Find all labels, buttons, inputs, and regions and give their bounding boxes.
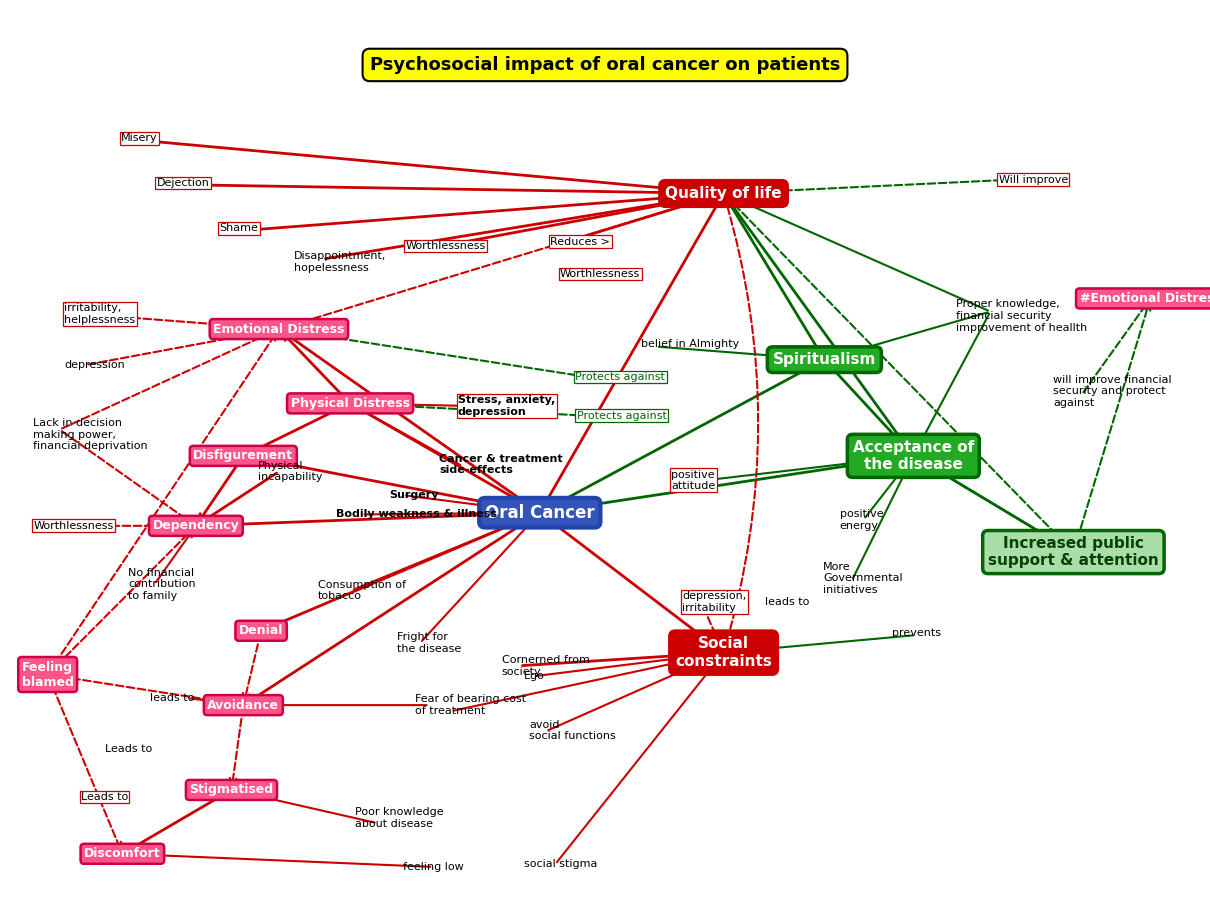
Text: Leads to: Leads to — [104, 744, 151, 753]
Text: Disappointment,
hopelessness: Disappointment, hopelessness — [294, 251, 387, 272]
Text: Stigmatised: Stigmatised — [190, 783, 273, 796]
Text: Denial: Denial — [238, 624, 283, 638]
Text: Reduces >: Reduces > — [551, 237, 610, 247]
Text: belief in Almighty: belief in Almighty — [640, 339, 739, 349]
Text: depression,
irritability: depression, irritability — [682, 591, 747, 613]
Text: Emotional Distress: Emotional Distress — [213, 322, 345, 335]
Text: social stigma: social stigma — [524, 859, 598, 869]
Text: irritability,
helplessness: irritability, helplessness — [64, 303, 136, 325]
Text: Dependency: Dependency — [152, 519, 240, 532]
Text: Feeling
blamed: Feeling blamed — [22, 660, 74, 689]
Text: depression: depression — [64, 360, 125, 370]
Text: Increased public
support & attention: Increased public support & attention — [989, 536, 1159, 568]
Text: feeling low: feeling low — [403, 862, 465, 872]
Text: Fright for
the disease: Fright for the disease — [398, 632, 462, 654]
Text: Ego: Ego — [524, 671, 546, 681]
Text: More
Governmental
initiatives: More Governmental initiatives — [823, 562, 903, 595]
Text: Will improve: Will improve — [998, 175, 1068, 185]
Text: Physical Distress: Physical Distress — [290, 397, 409, 410]
Text: leads to: leads to — [765, 597, 809, 607]
Text: Discomfort: Discomfort — [83, 847, 161, 860]
Text: Avoidance: Avoidance — [207, 699, 280, 711]
Text: Worthlessness: Worthlessness — [405, 241, 486, 251]
Text: Disfigurement: Disfigurement — [194, 449, 293, 463]
Text: Dejection: Dejection — [157, 178, 209, 188]
Text: Proper knowledge,
financial security
improvement of heallth: Proper knowledge, financial security imp… — [956, 300, 1088, 333]
Text: Social
constraints: Social constraints — [675, 637, 772, 669]
Text: prevents: prevents — [892, 628, 941, 638]
Text: positive
energy: positive energy — [840, 509, 883, 530]
Text: Poor knowledge
about disease: Poor knowledge about disease — [355, 807, 443, 829]
Text: leads to: leads to — [150, 693, 194, 703]
Text: positive
attitude: positive attitude — [672, 469, 715, 491]
Text: Fear of bearing cost
of treatment: Fear of bearing cost of treatment — [415, 694, 526, 716]
Text: Worthlessness: Worthlessness — [560, 269, 640, 279]
Text: Worthlessness: Worthlessness — [34, 521, 114, 531]
Text: Lack in decision
making power,
financial deprivation: Lack in decision making power, financial… — [34, 418, 148, 452]
Text: Surgery: Surgery — [390, 490, 439, 500]
Text: Cornerned from
society: Cornerned from society — [502, 655, 589, 677]
Text: Oral Cancer: Oral Cancer — [485, 504, 594, 522]
Text: Misery: Misery — [121, 133, 157, 143]
Text: Shame: Shame — [220, 223, 259, 233]
Text: Cancer & treatment
side-effects: Cancer & treatment side-effects — [439, 454, 563, 476]
Text: Spiritualism: Spiritualism — [773, 353, 876, 367]
Text: Quality of life: Quality of life — [666, 186, 782, 201]
Text: Psychosocial impact of oral cancer on patients: Psychosocial impact of oral cancer on pa… — [370, 56, 840, 74]
Text: Leads to: Leads to — [81, 792, 128, 802]
Text: Consumption of
tobacco: Consumption of tobacco — [318, 579, 407, 601]
Text: Stress, anxiety,
depression: Stress, anxiety, depression — [457, 395, 555, 417]
Text: Acceptance of
the disease: Acceptance of the disease — [853, 440, 974, 472]
Text: will improve financial
security and protect
against: will improve financial security and prot… — [1053, 374, 1171, 408]
Text: avoid
social functions: avoid social functions — [529, 720, 616, 742]
Text: No financial
contribution
to family: No financial contribution to family — [128, 568, 196, 601]
Text: Bodily weakness & illness: Bodily weakness & illness — [336, 509, 497, 519]
Text: Protects against: Protects against — [576, 411, 667, 421]
Text: #Emotional Distress: #Emotional Distress — [1079, 292, 1210, 305]
Text: Physical
incapability: Physical incapability — [258, 461, 322, 483]
Text: Protects against: Protects against — [576, 373, 666, 382]
